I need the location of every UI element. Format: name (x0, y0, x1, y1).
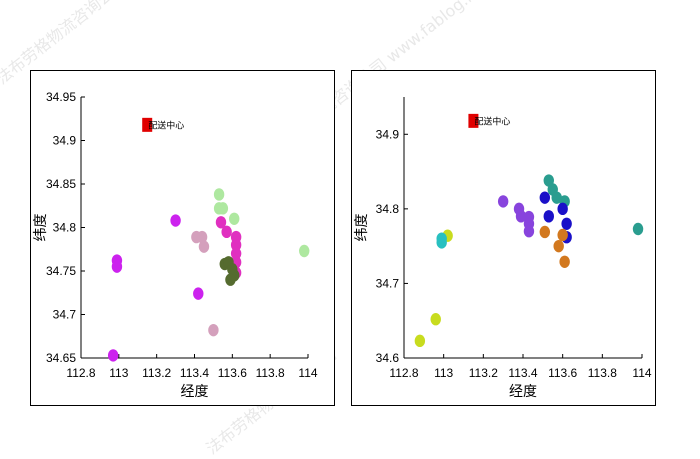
chart-panel-left: 112.8 113 113.2 113.4 113.6 113.8 114 34.65 34.7… (30, 70, 335, 406)
data-point (230, 238, 242, 252)
data-point (559, 255, 570, 269)
data-point (436, 236, 447, 249)
y-tick-label: 34.8 (376, 202, 400, 216)
data-point (557, 202, 568, 216)
data-point (196, 230, 208, 244)
y-tick-label: 34.75 (46, 264, 76, 278)
depot-label: 配送中心 (474, 115, 510, 127)
x-tick-label: 113.2 (142, 366, 171, 380)
x-tick-label: 113.8 (256, 366, 285, 380)
y-tick-label: 34.65 (46, 351, 76, 365)
depot-label: 配送中心 (148, 119, 184, 131)
data-point (193, 287, 204, 300)
y-tick-label: 34.6 (376, 351, 400, 365)
x-tick-label: 112.8 (66, 366, 95, 380)
chart-panel-right: 112.8 113 113.2 113.4 113.6 113.8 114 34.6 34.7 3… (351, 70, 656, 406)
data-point (561, 217, 572, 230)
data-point (198, 240, 210, 253)
x-tick-label: 114 (298, 366, 317, 380)
data-point (543, 210, 554, 223)
x-tick-label: 113.4 (180, 366, 209, 380)
data-point (229, 212, 240, 225)
data-point (225, 273, 236, 286)
data-point (557, 228, 568, 242)
x-tick-label: 113 (434, 366, 453, 380)
y-tick-label: 34.85 (46, 177, 76, 191)
data-point (208, 323, 219, 337)
depot-marker (468, 113, 479, 128)
data-point (515, 210, 527, 223)
y-tick-label: 34.9 (53, 134, 77, 148)
data-point (497, 195, 509, 208)
data-point (217, 202, 229, 215)
y-axis-label: 纬度 (354, 214, 370, 242)
y-axis-label: 纬度 (33, 214, 49, 242)
data-point (213, 188, 225, 201)
data-point (170, 214, 181, 227)
x-tick-label: 113.8 (588, 366, 617, 380)
y-tick-label: 34.7 (376, 276, 400, 290)
depot-marker (142, 117, 153, 132)
data-point (299, 244, 310, 258)
x-tick-label: 114 (632, 366, 651, 380)
data-point (523, 225, 535, 238)
data-point (111, 260, 123, 273)
x-tick-label: 113.6 (548, 366, 577, 380)
data-point (539, 225, 551, 239)
scatter-plot-left: 112.8 113 113.2 113.4 113.6 113.8 114 34.65 34.7… (33, 90, 318, 400)
data-point (430, 313, 441, 326)
x-axis-label: 经度 (181, 384, 209, 400)
x-tick-label: 113.2 (469, 366, 498, 380)
scatter-plot-right: 112.8 113 113.2 113.4 113.6 113.8 114 34.6 34.7 3… (354, 97, 652, 400)
y-tick-label: 34.8 (53, 221, 77, 235)
x-tick-label: 113.6 (218, 366, 247, 380)
x-tick-label: 113.4 (508, 366, 537, 380)
y-tick-label: 34.9 (376, 127, 400, 141)
x-tick-label: 113 (109, 366, 128, 380)
data-point (221, 225, 232, 239)
data-point (215, 216, 227, 229)
y-tick-label: 34.7 (53, 308, 77, 322)
data-point (553, 239, 564, 253)
data-point (230, 247, 242, 260)
x-tick-label: 112.8 (389, 366, 418, 380)
data-point (414, 334, 426, 348)
data-point (551, 191, 562, 204)
data-point (632, 222, 644, 236)
data-point (107, 349, 119, 362)
y-tick-label: 34.95 (46, 90, 76, 104)
x-axis-label: 经度 (509, 384, 537, 400)
data-point (539, 191, 551, 204)
